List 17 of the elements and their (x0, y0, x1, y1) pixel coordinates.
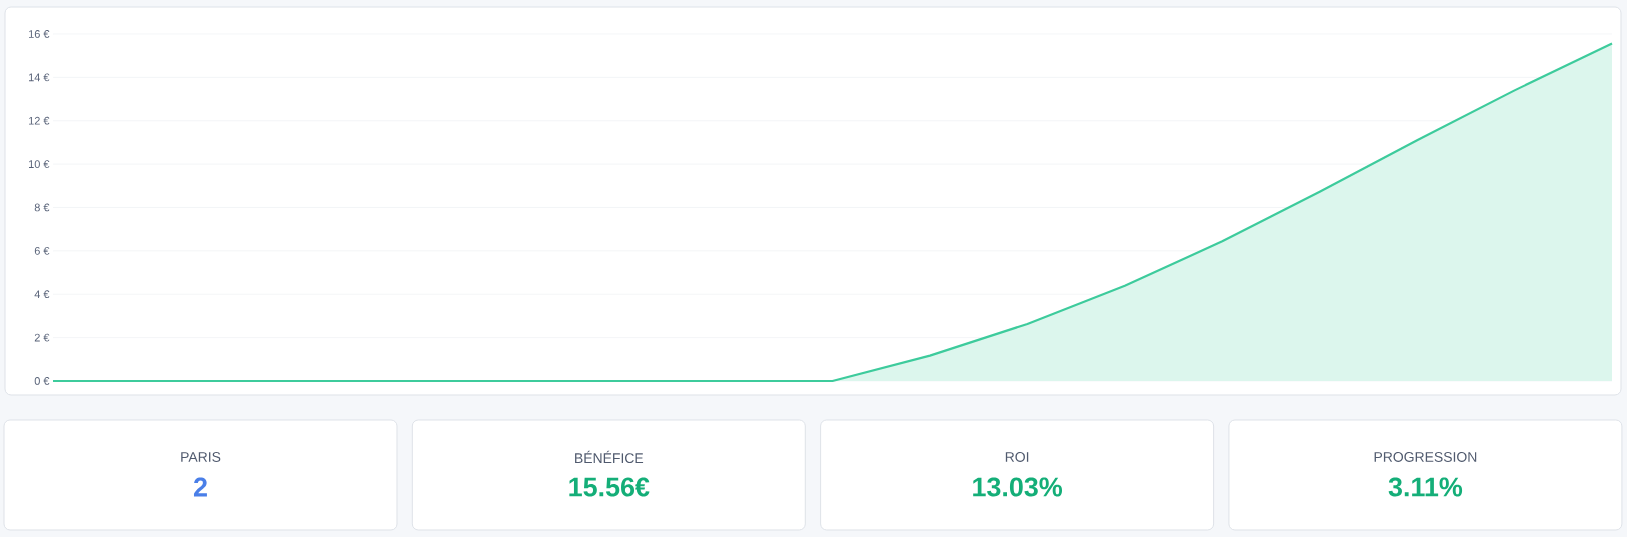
y-tick-label: 2 € (34, 333, 50, 342)
text: 3.11% (1388, 477, 1463, 497)
y-tick-label: 12 € (29, 116, 50, 125)
text: 15.56€ (569, 477, 650, 497)
y-tick-label: 8 € (34, 203, 50, 212)
text: PARIS (181, 452, 221, 462)
text: ROI (1005, 452, 1029, 462)
y-tick-label: 0 € (34, 377, 50, 385)
y-tick-label: 4 € (34, 290, 50, 299)
y-tick-label: 14 € (29, 73, 50, 82)
y-tick-label: 16 € (29, 30, 50, 38)
y-tick-label: 10 € (29, 160, 50, 168)
text: BÉNÉFICE (575, 450, 644, 464)
y-tick-label: 6 € (34, 246, 50, 255)
text: 13.03% (973, 477, 1063, 497)
text: PROGRESSION (1374, 452, 1477, 462)
text: 2 (193, 477, 207, 497)
